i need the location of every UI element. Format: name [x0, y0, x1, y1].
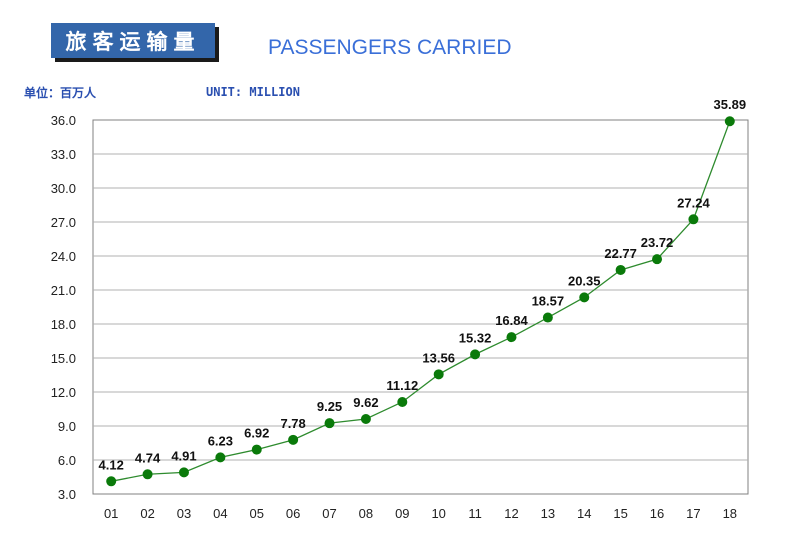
- y-tick-label: 3.0: [58, 487, 76, 502]
- y-tick-label: 9.0: [58, 419, 76, 434]
- x-tick-label: 08: [359, 506, 373, 521]
- data-label: 22.77: [604, 246, 637, 261]
- data-label: 6.92: [244, 426, 269, 441]
- data-label: 16.84: [495, 313, 528, 328]
- data-point: [470, 349, 481, 360]
- x-tick-label: 04: [213, 506, 227, 521]
- data-point: [542, 312, 553, 323]
- x-tick-label: 07: [322, 506, 336, 521]
- y-tick-label: 21.0: [51, 283, 76, 298]
- data-label: 35.89: [714, 97, 747, 112]
- data-label: 4.12: [99, 457, 124, 472]
- y-tick-label: 12.0: [51, 385, 76, 400]
- data-point: [106, 476, 117, 487]
- y-tick-label: 27.0: [51, 215, 76, 230]
- x-tick-label: 18: [723, 506, 737, 521]
- data-point: [724, 116, 735, 127]
- data-point: [324, 418, 335, 429]
- x-tick-label: 03: [177, 506, 191, 521]
- data-point: [652, 254, 663, 265]
- data-label: 27.24: [677, 195, 710, 210]
- x-tick-label: 14: [577, 506, 591, 521]
- y-tick-label: 36.0: [51, 113, 76, 128]
- data-point: [178, 467, 189, 478]
- unit-label-en: UNIT: MILLION: [206, 85, 300, 99]
- data-label: 23.72: [641, 235, 674, 250]
- x-tick-label: 15: [613, 506, 627, 521]
- y-tick-label: 33.0: [51, 147, 76, 162]
- y-tick-label: 6.0: [58, 453, 76, 468]
- x-tick-label: 10: [431, 506, 445, 521]
- data-point: [251, 444, 262, 455]
- data-label: 15.32: [459, 330, 492, 345]
- x-tick-label: 17: [686, 506, 700, 521]
- data-label: 9.62: [353, 395, 378, 410]
- x-tick-label: 16: [650, 506, 664, 521]
- x-tick-label: 11: [468, 506, 482, 521]
- data-point: [360, 413, 371, 424]
- data-point: [506, 332, 517, 343]
- x-tick-label: 13: [541, 506, 555, 521]
- data-point: [142, 469, 153, 480]
- data-point: [397, 396, 408, 407]
- unit-label-cn: 单位：百万人: [24, 86, 97, 100]
- chart-title-en: PASSENGERS CARRIED: [268, 36, 512, 59]
- chart-title-cn: 旅客运输量: [51, 23, 215, 58]
- plot-area: [92, 119, 749, 495]
- data-label: 4.74: [135, 450, 161, 465]
- data-label: 4.91: [171, 448, 196, 463]
- x-tick-label: 12: [504, 506, 518, 521]
- data-label: 13.56: [422, 350, 455, 365]
- data-label: 6.23: [208, 433, 233, 448]
- x-tick-label: 06: [286, 506, 300, 521]
- y-tick-label: 30.0: [51, 181, 76, 196]
- x-tick-label: 02: [140, 506, 154, 521]
- data-point: [579, 292, 590, 303]
- data-point: [688, 214, 699, 225]
- data-point: [215, 452, 226, 463]
- x-tick-label: 09: [395, 506, 409, 521]
- data-label: 18.57: [532, 294, 565, 309]
- data-point: [615, 264, 626, 275]
- x-tick-label: 01: [104, 506, 118, 521]
- data-label: 7.78: [280, 416, 305, 431]
- data-point: [433, 369, 444, 380]
- series-line: [111, 121, 731, 482]
- data-point: [288, 434, 299, 445]
- y-tick-label: 18.0: [51, 317, 76, 332]
- data-label: 20.35: [568, 273, 601, 288]
- data-label: 11.12: [386, 378, 418, 393]
- x-tick-label: 05: [250, 506, 264, 521]
- y-tick-label: 15.0: [51, 351, 76, 366]
- y-tick-label: 24.0: [51, 249, 76, 264]
- data-label: 9.25: [317, 399, 342, 414]
